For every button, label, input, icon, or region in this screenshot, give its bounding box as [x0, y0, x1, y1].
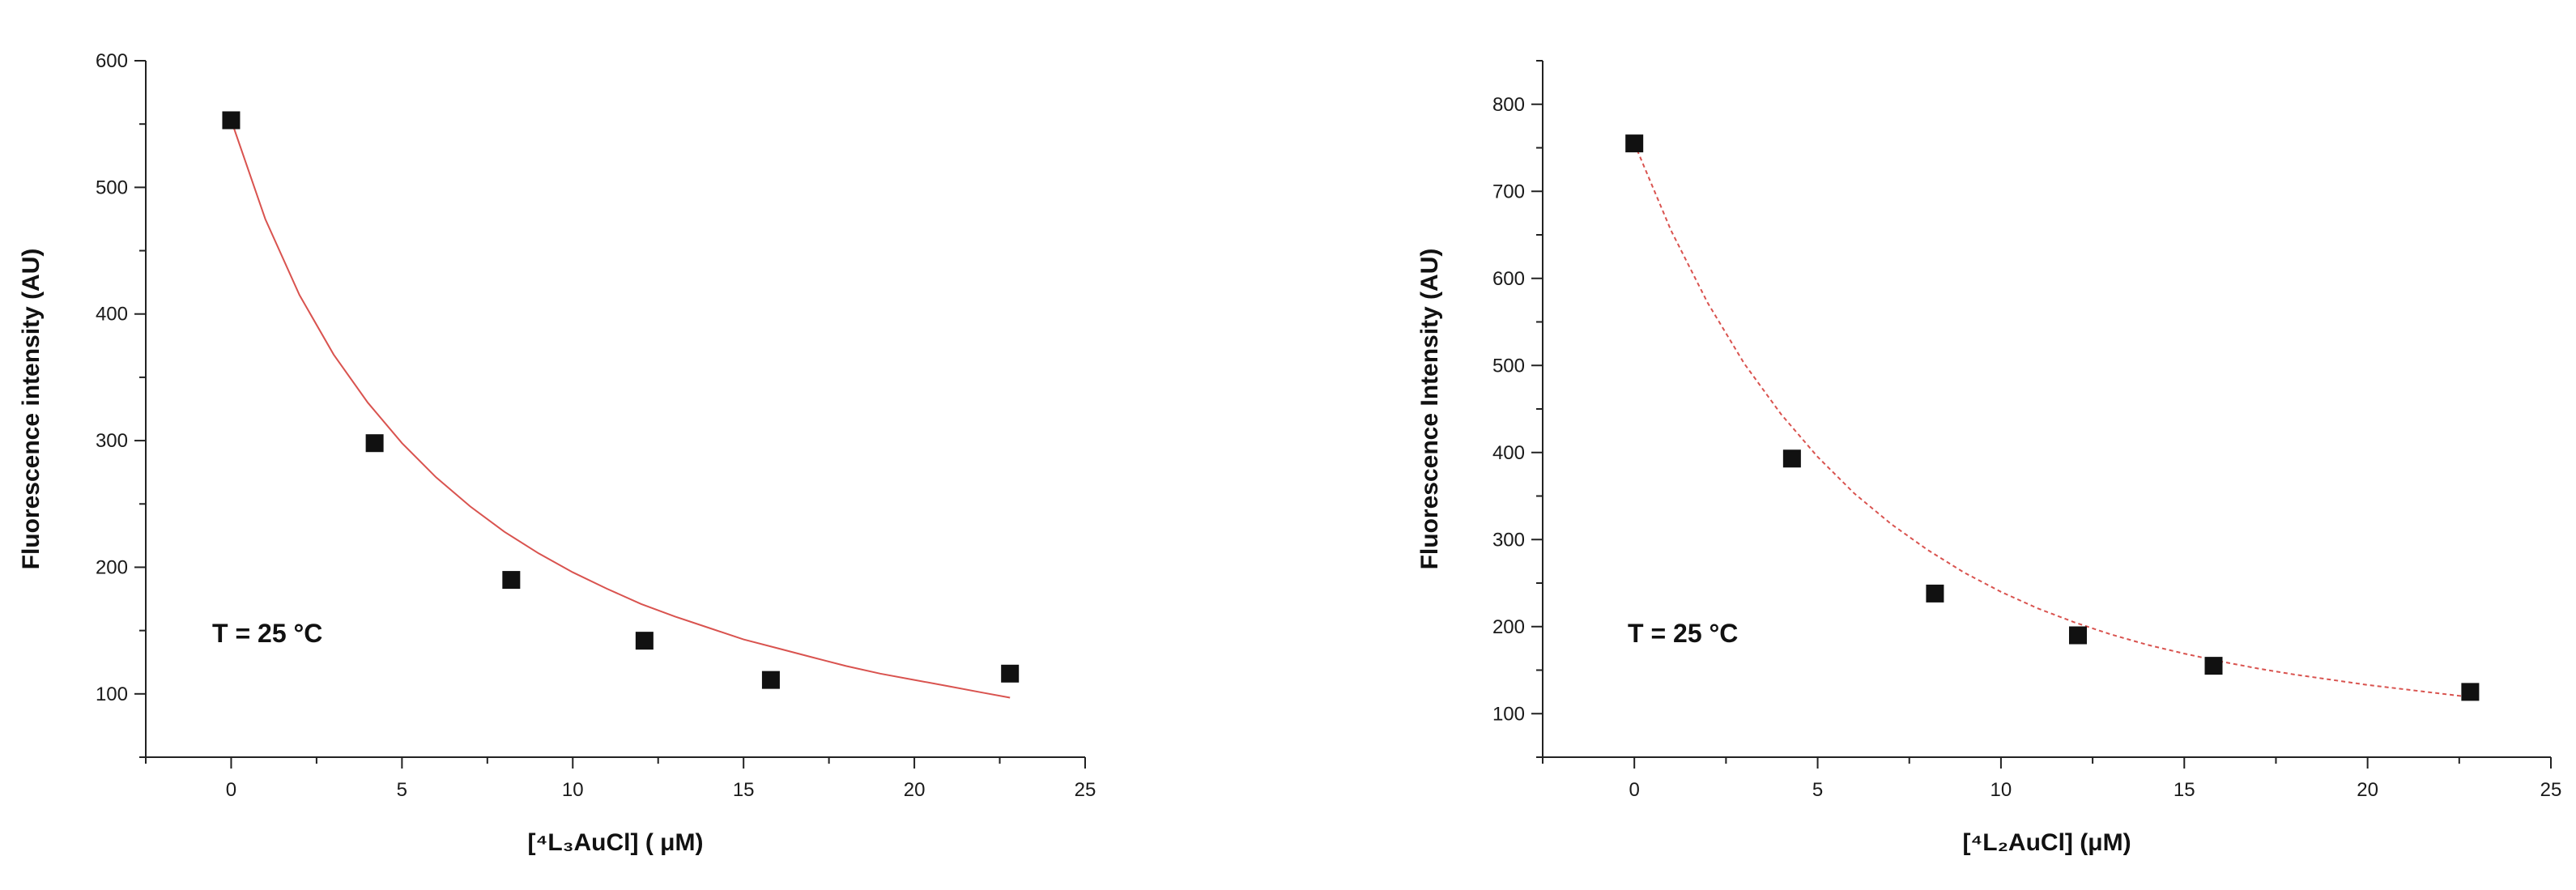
fit-curve: [230, 120, 1011, 699]
x-tick-label: 0: [226, 779, 236, 801]
data-point: [1625, 134, 1644, 153]
y-tick-label: 300: [96, 430, 128, 452]
data-point: [635, 632, 654, 650]
x-tick-label: 5: [397, 779, 407, 801]
x-tick-label: 10: [1991, 779, 2012, 801]
data-point: [365, 434, 384, 453]
y-tick-label: 200: [96, 556, 128, 578]
y-tick-label: 500: [1492, 355, 1525, 377]
y-tick-label: 100: [1492, 703, 1525, 725]
chart-right: 100 200 300 400 500 600 700 800 0 5 10 15 20 25 [⁴L₂Au…: [1416, 60, 2562, 856]
x-tick-label: 15: [733, 779, 755, 801]
data-point: [502, 571, 521, 590]
data-point: [1001, 664, 1020, 683]
y-tick-label: 500: [96, 177, 128, 198]
data-point: [2204, 657, 2223, 675]
y-tick-label: 600: [96, 50, 128, 72]
x-tick-label: 5: [1812, 779, 1823, 801]
y-tick-label: 300: [1492, 529, 1525, 551]
fit-curve: [1633, 143, 2471, 698]
y-tick-label: 700: [1492, 181, 1525, 202]
y-axis-title: Fluorescence Intensity (AU): [1416, 249, 1443, 570]
data-point: [1926, 584, 1944, 603]
chart-left: 100 200 300 400 500 600 0 5 10 15 20 25 [⁴L₃AuCl] ( …: [18, 50, 1096, 856]
y-tick-label: 400: [1492, 442, 1525, 464]
y-axis-title: Fluorescence intensity (AU): [18, 249, 45, 570]
y-tick-label: 800: [1492, 94, 1525, 116]
x-axis-title: [⁴L₂AuCl] (μM): [1962, 829, 2131, 856]
temperature-annotation: T = 25 °C: [212, 619, 322, 648]
y-tick-label: 600: [1492, 268, 1525, 290]
data-point: [2068, 626, 2087, 645]
x-tick-label: 10: [562, 779, 584, 801]
data-point: [761, 671, 780, 689]
x-tick-label: 20: [2357, 779, 2378, 801]
x-tick-label: 15: [2174, 779, 2195, 801]
x-tick-label: 20: [904, 779, 926, 801]
y-tick-label: 400: [96, 304, 128, 326]
x-axis-title: [⁴L₃AuCl] ( μM): [527, 829, 703, 856]
data-point: [2461, 683, 2480, 701]
x-tick-label: 25: [2540, 779, 2562, 801]
y-tick-label: 200: [1492, 616, 1525, 638]
y-tick-label: 100: [96, 683, 128, 705]
x-tick-label: 0: [1629, 779, 1640, 801]
temperature-annotation: T = 25 °C: [1628, 619, 1738, 648]
data-point: [222, 111, 241, 130]
data-point: [1782, 449, 1801, 468]
x-tick-label: 25: [1075, 779, 1096, 801]
